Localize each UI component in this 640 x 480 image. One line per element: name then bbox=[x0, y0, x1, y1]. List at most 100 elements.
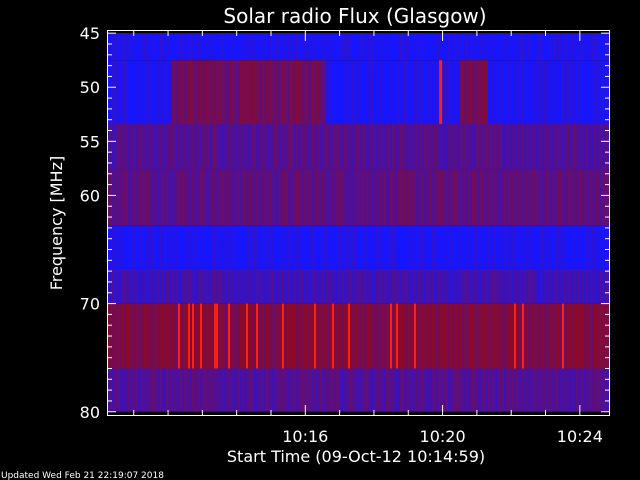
heatmap-cell bbox=[280, 33, 282, 61]
heatmap-cell bbox=[330, 268, 332, 304]
heatmap-cell bbox=[210, 124, 212, 170]
heatmap-cell bbox=[488, 124, 490, 170]
heatmap-cell bbox=[216, 124, 218, 170]
heatmap-cell bbox=[176, 60, 178, 125]
heatmap-cell bbox=[386, 268, 388, 304]
heatmap-cell bbox=[322, 33, 324, 61]
heatmap-cell bbox=[594, 124, 596, 170]
heatmap-cell bbox=[602, 60, 604, 125]
heatmap-cell bbox=[422, 169, 424, 226]
heatmap-cell bbox=[544, 169, 546, 226]
heatmap-cell bbox=[198, 33, 200, 61]
heatmap-cell bbox=[318, 169, 320, 226]
heatmap-cell bbox=[456, 169, 458, 226]
heatmap-cell bbox=[330, 225, 332, 269]
heatmap-cell bbox=[206, 124, 208, 170]
heatmap-cell bbox=[298, 33, 300, 61]
heatmap-cell bbox=[582, 268, 584, 304]
heatmap-cell bbox=[516, 33, 518, 61]
heatmap-cell bbox=[276, 33, 278, 61]
heatmap-cell bbox=[536, 169, 538, 226]
heatmap-cell bbox=[266, 268, 268, 304]
heatmap-cell bbox=[136, 368, 138, 412]
heatmap-cell bbox=[254, 33, 256, 61]
burst-feature bbox=[439, 60, 443, 125]
heatmap-cell bbox=[516, 225, 518, 269]
heatmap-cell bbox=[150, 303, 152, 369]
heatmap-cell bbox=[274, 60, 276, 125]
heatmap-cell bbox=[342, 225, 344, 269]
heatmap-cell bbox=[304, 60, 306, 125]
heatmap-cell bbox=[514, 124, 516, 170]
heatmap-cell bbox=[432, 225, 434, 269]
heatmap-cell bbox=[368, 225, 370, 269]
heatmap-cell bbox=[328, 33, 330, 61]
heatmap-cell bbox=[276, 368, 278, 412]
heatmap-cell bbox=[288, 33, 290, 61]
heatmap-cell bbox=[304, 124, 306, 170]
heatmap-cell bbox=[274, 33, 276, 61]
heatmap-cell bbox=[238, 60, 240, 125]
heatmap-cell bbox=[412, 124, 414, 170]
heatmap-cell bbox=[266, 33, 268, 61]
heatmap-cell bbox=[366, 225, 368, 269]
heatmap-cell bbox=[552, 124, 554, 170]
heatmap-cell bbox=[206, 225, 208, 269]
heatmap-cell bbox=[584, 33, 586, 61]
heatmap-cell bbox=[192, 368, 194, 412]
heatmap-cell bbox=[540, 33, 542, 61]
plot-frame bbox=[107, 30, 610, 416]
heatmap-cell bbox=[308, 225, 310, 269]
heatmap-cell bbox=[564, 169, 566, 226]
heatmap-cell bbox=[318, 60, 320, 125]
heatmap-cell bbox=[440, 225, 442, 269]
heatmap-cell bbox=[452, 303, 454, 369]
heatmap-cell bbox=[394, 33, 396, 61]
heatmap-cell bbox=[264, 225, 266, 269]
heatmap-cell bbox=[232, 368, 234, 412]
heatmap-cell bbox=[280, 225, 282, 269]
heatmap-cell bbox=[254, 169, 256, 226]
heatmap-cell bbox=[548, 268, 550, 304]
heatmap-cell bbox=[484, 225, 486, 269]
heatmap-cell bbox=[450, 169, 452, 226]
heatmap-cell bbox=[220, 225, 222, 269]
heatmap-cell bbox=[302, 124, 304, 170]
heatmap-cell bbox=[138, 268, 140, 304]
heatmap-cell bbox=[194, 60, 196, 125]
heatmap-cell bbox=[160, 169, 162, 226]
heatmap-cell bbox=[454, 124, 456, 170]
heatmap-cell bbox=[536, 124, 538, 170]
heatmap-cell bbox=[530, 368, 532, 412]
heatmap-cell bbox=[156, 268, 158, 304]
heatmap-cell bbox=[206, 368, 208, 412]
heatmap-cell bbox=[298, 303, 300, 369]
heatmap-cell bbox=[260, 60, 262, 125]
heatmap-cell bbox=[170, 368, 172, 412]
heatmap-cell bbox=[472, 225, 474, 269]
heatmap-cell bbox=[310, 268, 312, 304]
heatmap-cell bbox=[246, 268, 248, 304]
heatmap-cell bbox=[250, 169, 252, 226]
heatmap-cell bbox=[522, 303, 524, 369]
heatmap-cell bbox=[600, 303, 602, 369]
heatmap-cell bbox=[162, 225, 164, 269]
heatmap-cell bbox=[442, 368, 444, 412]
heatmap-cell bbox=[434, 303, 436, 369]
heatmap-cell bbox=[374, 124, 376, 170]
heatmap-cell bbox=[550, 124, 552, 170]
heatmap-cell bbox=[432, 268, 434, 304]
heatmap-cell bbox=[412, 368, 414, 412]
heatmap-cell bbox=[474, 60, 476, 125]
heatmap-cell bbox=[114, 225, 116, 269]
heatmap-cell bbox=[418, 368, 420, 412]
heatmap-cell bbox=[330, 33, 332, 61]
heatmap-cell bbox=[588, 169, 590, 226]
heatmap-cell bbox=[552, 303, 554, 369]
heatmap-cell bbox=[542, 169, 544, 226]
heatmap-cell bbox=[328, 124, 330, 170]
heatmap-cell bbox=[156, 225, 158, 269]
heatmap-cell bbox=[174, 303, 176, 369]
heatmap-cell bbox=[228, 268, 230, 304]
heatmap-cell bbox=[262, 60, 264, 125]
